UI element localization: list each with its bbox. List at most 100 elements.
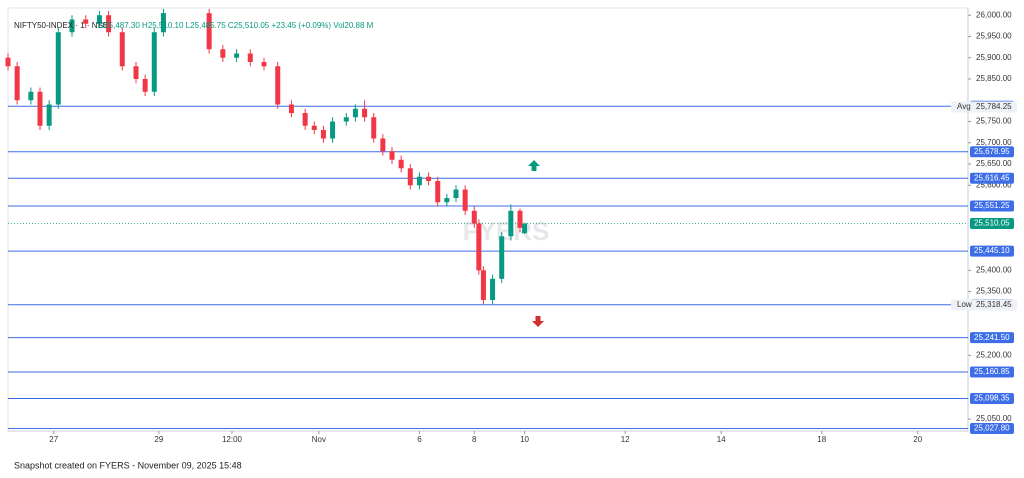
candle-body [517,210,523,228]
level-label: 25,160.85 [974,367,1010,376]
candle-body [311,125,317,131]
last-price-box [970,218,1014,230]
low-value: 25,318.45 [976,300,1012,309]
candle-body [371,117,377,139]
candle-body [220,49,226,58]
x-tick-label: 20 [913,435,922,444]
candle-body [490,278,496,301]
candle-body [522,223,528,234]
candle-body [234,53,240,58]
candle-body [55,32,61,105]
level-label: 25,616.45 [974,173,1010,182]
candle-body [151,32,157,92]
y-tick-label: 25,200.00 [976,350,1012,359]
candle-body [28,91,34,101]
level-label: 25,551.25 [974,201,1010,210]
candle-body [499,236,505,279]
footer: Snapshot created on FYERS - November 09,… [14,460,242,470]
symbol: NIFTY50-INDEX · 1 · NSE [14,21,108,30]
candle-body [83,19,89,24]
up-arrow [528,160,540,171]
candle-body [476,223,482,271]
candle-body [261,61,267,67]
y-tick-label: 26,000.00 [976,10,1012,19]
y-tick-label: 25,350.00 [976,287,1012,296]
level-label-box [970,423,1014,435]
candle-body [352,108,358,118]
x-tick-label: 10 [520,435,529,444]
candle-body [288,104,294,114]
candle-body [480,270,486,301]
x-tick-label: 27 [49,435,58,444]
candle-body [106,15,112,33]
candle-body [508,210,514,237]
candle-body [416,176,422,186]
level-label: 25,027.80 [974,424,1010,433]
level-label-box [970,200,1014,212]
candle-body [435,181,441,203]
low-box [951,299,1017,311]
y-tick-label: 25,600.00 [976,180,1012,189]
candle-body [462,189,468,211]
y-tick-label: 25,900.00 [976,53,1012,62]
x-tick-label: 18 [817,435,826,444]
candle-body [46,104,52,126]
candle-body [14,66,20,101]
candle-body [426,176,432,182]
level-label-box [970,393,1014,405]
candle-body [444,198,450,203]
candle-body [119,32,125,67]
candle-body [453,189,459,199]
y-tick-label: 25,950.00 [976,32,1012,41]
candle-body [96,15,102,24]
avg-value: 25,784.25 [976,102,1012,111]
candle-body [330,121,336,139]
candle-body [343,117,349,122]
candle-body [362,108,368,118]
candle-body [142,78,148,92]
candle-body [247,53,253,62]
candle-body [275,66,281,105]
candle-body [407,168,413,186]
y-tick-label: 25,050.00 [976,414,1012,423]
level-label-box [970,332,1014,344]
x-tick-label: 29 [154,435,163,444]
candle-body [380,138,386,152]
avg-box [951,101,1017,113]
y-tick-label: 25,750.00 [976,117,1012,126]
x-tick-label: 14 [717,435,726,444]
level-label: 25,241.50 [974,333,1010,342]
level-label: 25,445.10 [974,246,1010,255]
candle-body [320,130,326,139]
avg-name: Avg [957,102,971,111]
level-label-box [970,146,1014,158]
candle-body [206,13,212,50]
x-tick-label: 12 [621,435,630,444]
candle-body [398,159,404,169]
y-tick-label: 25,400.00 [976,265,1012,274]
candle-body [302,113,308,126]
level-label-box [970,172,1014,184]
level-label: 25,098.35 [974,394,1010,403]
x-tick-label: Nov [312,435,326,444]
down-arrow [532,316,544,327]
candle-body [5,57,11,67]
level-label: 25,678.95 [974,147,1010,156]
content: 26,000.00 25,950.00 25,900.00 25,850.00 25,7… [5,8,1017,444]
low-name: Low [957,300,972,309]
ohlc-values: O25,487.30 H25,510.10 L25,485.75 C25,510… [98,21,374,30]
y-tick-label: 25,700.00 [976,138,1012,147]
level-label-box [970,366,1014,378]
x-tick-label: 6 [417,435,422,444]
x-tick-label: 12:00 [222,435,243,444]
candle-body [133,66,139,79]
candle-body [69,19,75,33]
x-tick-label: 8 [472,435,477,444]
last-price-label: 25,510.05 [974,219,1010,228]
level-label-box [970,245,1014,257]
candle-body [37,91,43,126]
candle-body [471,210,477,224]
candle-body [160,13,166,33]
